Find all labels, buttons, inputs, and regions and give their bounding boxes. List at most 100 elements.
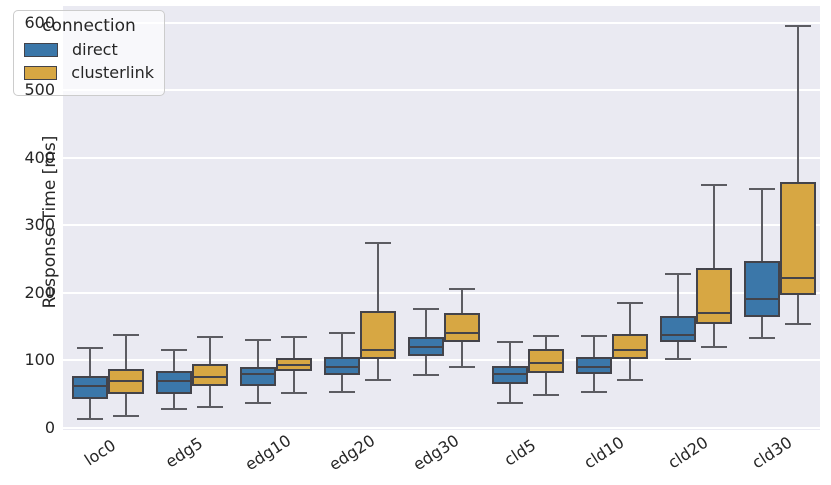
x-tick-edg30: edg30 [409,430,463,475]
median-clusterlink-loc0 [109,379,143,382]
y-tick-100: 100 [24,350,55,369]
cap-upper-clusterlink-cld20 [701,183,727,186]
box-clusterlink-edg5 [192,364,228,387]
legend-entry-direct: direct [24,42,154,58]
whisker-upper-clusterlink-cld30 [797,25,799,182]
gridline-y-400 [63,156,820,159]
whisker-lower-direct-loc0 [89,399,91,419]
cap-lower-clusterlink-edg5 [197,406,223,409]
cap-lower-clusterlink-edg10 [281,392,307,395]
whisker-lower-direct-edg10 [257,386,259,404]
gridline-y-0 [63,426,820,429]
median-clusterlink-cld10 [613,348,647,351]
y-tick-600: 600 [24,12,55,32]
cap-upper-direct-cld30 [749,188,775,191]
gridline-y-300 [63,224,820,226]
box-clusterlink-edg20 [360,311,396,360]
x-tick-cld10: cld10 [580,432,628,473]
gridline-y-200 [63,291,820,294]
whisker-upper-direct-cld5 [509,341,511,367]
cap-upper-direct-loc0 [77,346,103,349]
whisker-upper-direct-edg5 [173,349,175,372]
whisker-upper-clusterlink-cld20 [713,184,715,268]
median-direct-edg20 [325,366,359,369]
clusterlink-color-swatch [24,66,58,80]
box-clusterlink-cld20 [696,267,732,325]
x-tick-edg20: edg20 [325,430,379,475]
box-direct-edg5 [156,371,192,394]
cap-lower-clusterlink-edg30 [449,365,475,368]
whisker-lower-clusterlink-cld10 [629,358,631,381]
cap-upper-direct-edg10 [245,339,271,342]
cap-upper-clusterlink-cld5 [533,334,559,337]
direct-color-swatch [24,43,58,57]
cap-lower-clusterlink-cld5 [533,394,559,397]
median-direct-cld20 [661,334,695,337]
whisker-upper-direct-edg10 [257,340,259,368]
cap-upper-direct-cld10 [581,335,607,338]
box-direct-cld20 [660,316,696,343]
cap-upper-direct-cld5 [497,340,523,343]
y-tick-0: 0 [44,417,55,437]
whisker-lower-direct-edg30 [425,355,427,375]
median-clusterlink-cld20 [697,311,731,314]
x-tick-loc0: loc0 [80,435,120,470]
legend-entry-clusterlink: clusterlink [24,65,154,81]
median-direct-edg5 [157,379,191,382]
plot-area [63,6,820,430]
y-tick-400: 400 [24,147,55,167]
whisker-lower-clusterlink-cld5 [545,372,547,396]
whisker-upper-clusterlink-edg20 [377,243,379,312]
box-clusterlink-cld10 [612,333,648,359]
whisker-upper-clusterlink-edg5 [209,337,211,365]
cap-upper-clusterlink-edg10 [281,336,307,339]
median-clusterlink-edg30 [445,332,479,334]
median-direct-loc0 [73,384,107,387]
cap-lower-direct-cld10 [581,390,607,393]
cap-upper-clusterlink-edg5 [197,336,223,339]
whisker-lower-clusterlink-edg5 [209,386,211,408]
whisker-upper-clusterlink-cld10 [629,303,631,334]
whisker-lower-direct-edg5 [173,393,175,409]
cap-lower-clusterlink-cld30 [785,322,811,325]
box-direct-cld10 [576,357,612,375]
gridline-y-600 [63,21,820,24]
y-tick-300: 300 [24,215,55,234]
cap-upper-clusterlink-edg20 [365,242,391,245]
cap-lower-direct-edg5 [161,407,187,410]
cap-lower-clusterlink-edg20 [365,379,391,382]
cap-upper-clusterlink-loc0 [113,334,139,337]
legend-label-direct: direct [72,40,118,59]
box-direct-loc0 [72,376,108,400]
cap-lower-direct-edg10 [245,402,271,405]
x-tick-edg5: edg5 [161,433,207,472]
whisker-upper-clusterlink-edg30 [461,289,463,314]
legend: connection direct clusterlink [13,10,165,96]
cap-upper-direct-cld20 [665,273,691,276]
whisker-lower-direct-cld20 [677,342,679,360]
median-clusterlink-edg20 [361,348,395,351]
gridline-y-500 [63,89,820,91]
x-tick-cld30: cld30 [748,432,796,473]
cap-upper-direct-edg5 [161,348,187,351]
x-tick-cld20: cld20 [664,432,712,473]
cap-upper-direct-edg20 [329,332,355,334]
x-tick-cld5: cld5 [500,435,540,470]
whisker-lower-direct-cld5 [509,384,511,404]
whisker-lower-clusterlink-edg30 [461,341,463,367]
median-direct-cld10 [577,365,611,368]
box-clusterlink-edg30 [444,313,480,342]
box-direct-edg10 [240,367,276,387]
whisker-lower-clusterlink-cld20 [713,324,715,347]
whisker-upper-clusterlink-cld5 [545,335,547,349]
cap-lower-direct-edg20 [329,390,355,393]
legend-label-clusterlink: clusterlink [71,63,154,82]
y-tick-200: 200 [24,282,55,302]
cap-upper-clusterlink-edg30 [449,288,475,291]
whisker-upper-direct-edg20 [341,333,343,358]
median-direct-edg30 [409,345,443,348]
cap-lower-direct-loc0 [77,417,103,420]
median-clusterlink-edg5 [193,375,227,378]
whisker-lower-clusterlink-loc0 [125,394,127,417]
